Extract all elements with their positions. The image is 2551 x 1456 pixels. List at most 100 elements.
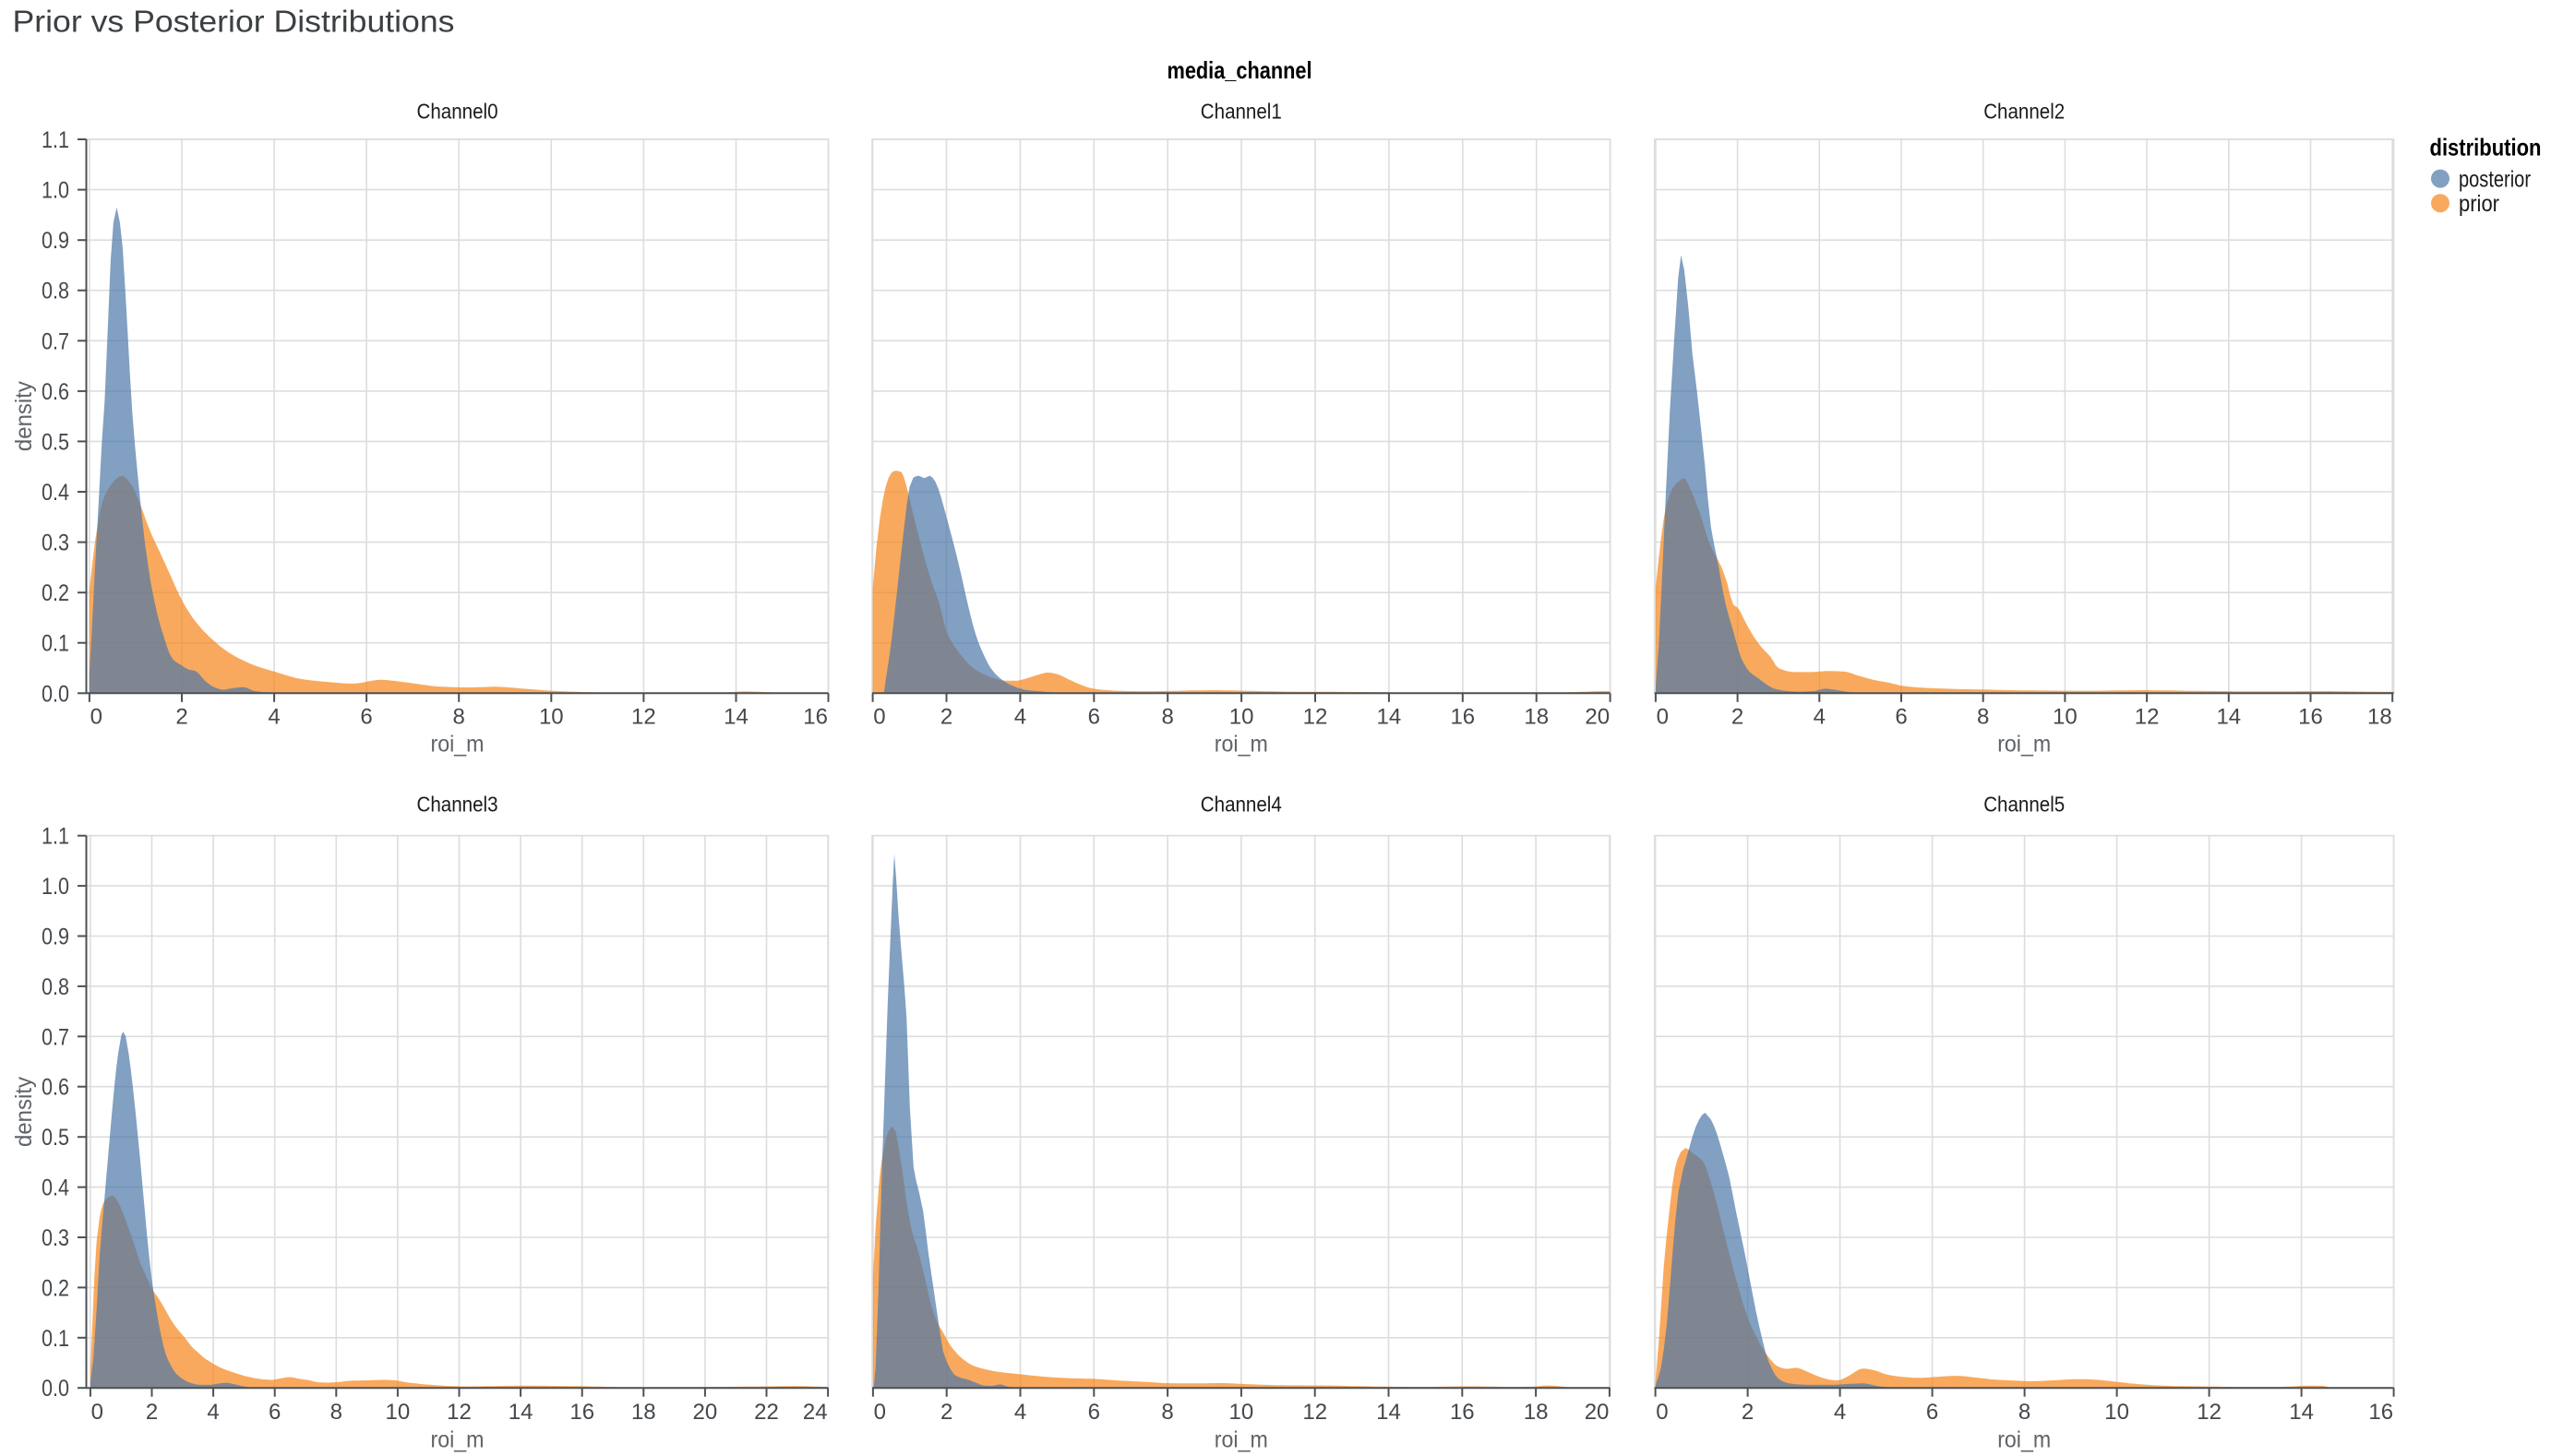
svg-text:0.6: 0.6	[42, 379, 69, 405]
svg-text:0.9: 0.9	[42, 925, 69, 950]
svg-text:Prior vs Posterior Distributio: Prior vs Posterior Distributions	[13, 6, 455, 40]
svg-text:0.1: 0.1	[42, 631, 69, 657]
svg-text:posterior: posterior	[2459, 167, 2531, 193]
svg-text:0.4: 0.4	[42, 1176, 69, 1201]
svg-text:4: 4	[1014, 704, 1026, 729]
svg-text:0.0: 0.0	[42, 1376, 69, 1402]
svg-text:14: 14	[1377, 704, 1402, 729]
svg-text:2: 2	[175, 704, 187, 729]
svg-text:0: 0	[1657, 704, 1669, 729]
svg-text:14: 14	[724, 704, 749, 729]
svg-text:18: 18	[1524, 1400, 1549, 1425]
svg-text:roi_m: roi_m	[1997, 732, 2051, 758]
svg-text:8: 8	[1161, 1400, 1173, 1425]
svg-text:10: 10	[539, 704, 564, 729]
svg-text:24: 24	[803, 1400, 828, 1425]
svg-text:8: 8	[453, 704, 465, 729]
svg-text:18: 18	[2367, 704, 2392, 729]
svg-text:density: density	[11, 1077, 37, 1147]
svg-text:0.8: 0.8	[42, 974, 69, 1000]
svg-text:6: 6	[1926, 1400, 1938, 1425]
svg-text:16: 16	[2368, 1400, 2393, 1425]
svg-text:0.8: 0.8	[42, 279, 69, 304]
svg-text:0: 0	[1656, 1400, 1668, 1425]
svg-text:0.4: 0.4	[42, 480, 69, 506]
svg-text:roi_m: roi_m	[1215, 1427, 1268, 1453]
svg-text:0.7: 0.7	[42, 1024, 69, 1050]
svg-text:media_channel: media_channel	[1168, 56, 1312, 84]
svg-text:10: 10	[386, 1400, 411, 1425]
svg-text:22: 22	[754, 1400, 779, 1425]
svg-text:12: 12	[1302, 1400, 1327, 1425]
svg-text:prior: prior	[2459, 191, 2499, 217]
svg-text:0.2: 0.2	[42, 1275, 69, 1301]
svg-text:Channel1: Channel1	[1201, 100, 1282, 124]
svg-text:10: 10	[2104, 1400, 2129, 1425]
svg-text:roi_m: roi_m	[431, 1427, 485, 1453]
svg-text:12: 12	[447, 1400, 472, 1425]
svg-text:1.0: 1.0	[42, 178, 69, 204]
svg-text:0.2: 0.2	[42, 580, 69, 606]
svg-text:14: 14	[2289, 1400, 2314, 1425]
svg-text:0.6: 0.6	[42, 1075, 69, 1101]
svg-text:6: 6	[1088, 1400, 1100, 1425]
svg-text:0: 0	[90, 704, 102, 729]
svg-text:12: 12	[631, 704, 656, 729]
svg-text:0.3: 0.3	[42, 1225, 69, 1251]
svg-text:0.7: 0.7	[42, 328, 69, 354]
svg-text:10: 10	[1229, 1400, 1254, 1425]
svg-text:4: 4	[268, 704, 280, 729]
svg-text:Channel3: Channel3	[417, 792, 498, 816]
svg-text:Channel0: Channel0	[417, 100, 498, 124]
svg-text:8: 8	[1977, 704, 1989, 729]
svg-text:20: 20	[1585, 1400, 1610, 1425]
svg-text:4: 4	[207, 1400, 219, 1425]
svg-text:0: 0	[91, 1400, 103, 1425]
svg-text:8: 8	[1162, 704, 1174, 729]
svg-text:14: 14	[2216, 704, 2241, 729]
svg-text:roi_m: roi_m	[431, 732, 485, 758]
svg-text:0: 0	[873, 704, 885, 729]
svg-text:0: 0	[874, 1400, 886, 1425]
svg-text:16: 16	[1450, 704, 1475, 729]
svg-text:1.0: 1.0	[42, 874, 69, 900]
svg-text:4: 4	[1814, 704, 1826, 729]
svg-text:6: 6	[1088, 704, 1100, 729]
svg-text:Channel2: Channel2	[1983, 100, 2065, 124]
svg-text:1.1: 1.1	[42, 824, 69, 850]
svg-text:6: 6	[360, 704, 372, 729]
svg-text:18: 18	[631, 1400, 656, 1425]
svg-text:roi_m: roi_m	[1215, 732, 1268, 758]
svg-text:8: 8	[330, 1400, 342, 1425]
svg-text:0.9: 0.9	[42, 228, 69, 254]
svg-text:16: 16	[569, 1400, 594, 1425]
svg-text:8: 8	[2018, 1400, 2030, 1425]
svg-text:16: 16	[2298, 704, 2323, 729]
svg-text:4: 4	[1014, 1400, 1026, 1425]
svg-text:6: 6	[269, 1400, 281, 1425]
svg-text:distribution: distribution	[2430, 134, 2542, 161]
svg-text:12: 12	[2197, 1400, 2222, 1425]
svg-text:1.1: 1.1	[42, 127, 69, 153]
svg-text:10: 10	[1229, 704, 1254, 729]
svg-text:Channel4: Channel4	[1201, 792, 1282, 816]
svg-text:6: 6	[1895, 704, 1907, 729]
svg-text:14: 14	[509, 1400, 533, 1425]
svg-text:12: 12	[1303, 704, 1328, 729]
svg-text:12: 12	[2135, 704, 2160, 729]
svg-text:20: 20	[1585, 704, 1610, 729]
svg-text:0.0: 0.0	[42, 681, 69, 707]
svg-text:16: 16	[803, 704, 828, 729]
svg-text:2: 2	[940, 1400, 952, 1425]
svg-text:2: 2	[1742, 1400, 1754, 1425]
svg-text:2: 2	[1731, 704, 1743, 729]
svg-text:0.5: 0.5	[42, 429, 69, 455]
svg-text:0.1: 0.1	[42, 1326, 69, 1352]
svg-text:Channel5: Channel5	[1983, 792, 2065, 816]
svg-text:2: 2	[146, 1400, 158, 1425]
svg-text:0.5: 0.5	[42, 1125, 69, 1151]
svg-text:roi_m: roi_m	[1997, 1427, 2051, 1453]
svg-text:4: 4	[1834, 1400, 1846, 1425]
svg-text:density: density	[11, 381, 37, 451]
svg-text:16: 16	[1450, 1400, 1475, 1425]
